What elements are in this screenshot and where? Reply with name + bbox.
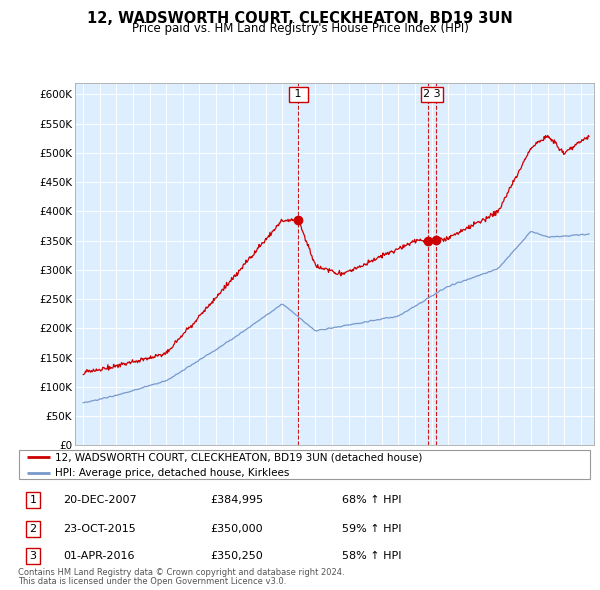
Text: 58% ↑ HPI: 58% ↑ HPI <box>342 551 401 560</box>
FancyBboxPatch shape <box>19 450 590 479</box>
Text: 3: 3 <box>29 551 37 560</box>
Text: 20-DEC-2007: 20-DEC-2007 <box>63 496 137 505</box>
Text: 12, WADSWORTH COURT, CLECKHEATON, BD19 3UN (detached house): 12, WADSWORTH COURT, CLECKHEATON, BD19 3… <box>55 452 422 462</box>
Text: 1: 1 <box>292 89 305 99</box>
Text: £350,250: £350,250 <box>210 551 263 560</box>
Text: Contains HM Land Registry data © Crown copyright and database right 2024.: Contains HM Land Registry data © Crown c… <box>18 568 344 577</box>
Text: £350,000: £350,000 <box>210 524 263 533</box>
Text: £384,995: £384,995 <box>210 496 263 505</box>
Text: This data is licensed under the Open Government Licence v3.0.: This data is licensed under the Open Gov… <box>18 578 286 586</box>
Text: 01-APR-2016: 01-APR-2016 <box>63 551 134 560</box>
Text: HPI: Average price, detached house, Kirklees: HPI: Average price, detached house, Kirk… <box>55 468 290 478</box>
Text: 59% ↑ HPI: 59% ↑ HPI <box>342 524 401 533</box>
Text: 23-OCT-2015: 23-OCT-2015 <box>63 524 136 533</box>
Text: 1: 1 <box>29 496 37 505</box>
Text: 2: 2 <box>29 524 37 533</box>
Text: 68% ↑ HPI: 68% ↑ HPI <box>342 496 401 505</box>
Text: 2 3: 2 3 <box>423 89 441 99</box>
Text: 12, WADSWORTH COURT, CLECKHEATON, BD19 3UN: 12, WADSWORTH COURT, CLECKHEATON, BD19 3… <box>87 11 513 25</box>
Text: Price paid vs. HM Land Registry's House Price Index (HPI): Price paid vs. HM Land Registry's House … <box>131 22 469 35</box>
